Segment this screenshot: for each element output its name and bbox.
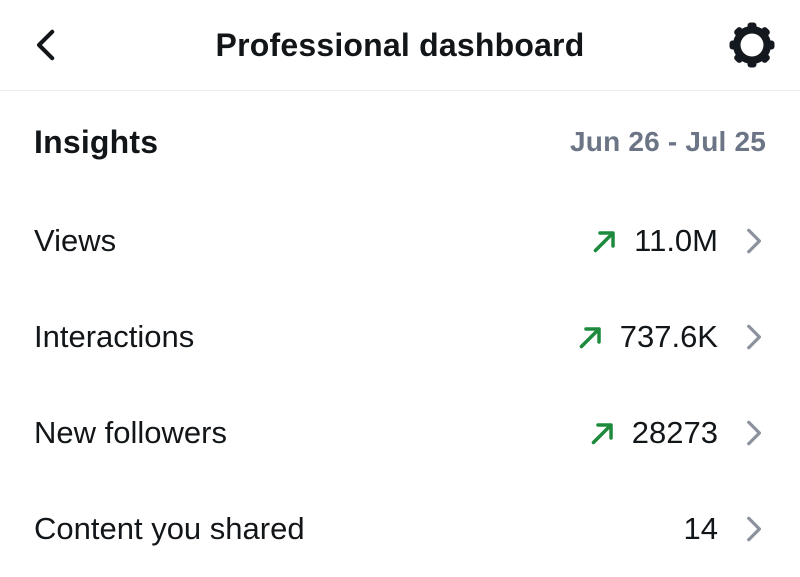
gear-icon: [728, 21, 776, 69]
metric-label: Interactions: [34, 319, 195, 354]
metric-value: 737.6K: [619, 319, 718, 354]
metric-label: Views: [34, 223, 117, 258]
metric-value: 11.0M: [634, 223, 718, 258]
metric-row[interactable]: Interactions 737.6K: [34, 289, 766, 385]
metric-value-group: 11.0M: [589, 223, 766, 259]
page-title: Professional dashboard: [215, 26, 585, 63]
chevron-right-icon: [740, 418, 766, 448]
back-button[interactable]: [22, 19, 74, 71]
metric-value-group: 737.6K: [575, 319, 766, 355]
metric-label: Content you shared: [34, 511, 305, 546]
chevron-right-icon: [740, 514, 766, 544]
top-bar: Professional dashboard: [0, 0, 800, 91]
insights-header: Insights Jun 26 - Jul 25: [34, 91, 766, 193]
date-range-label: Jun 26 - Jul 25: [570, 126, 766, 157]
trend-up-icon: [587, 418, 618, 449]
metric-value: 28273: [631, 415, 718, 450]
metric-value-group: 28273: [587, 415, 766, 451]
insights-title: Insights: [34, 123, 159, 160]
insights-section: Insights Jun 26 - Jul 25 Views 11.0M Int…: [0, 91, 800, 577]
metric-label: New followers: [34, 415, 227, 450]
metric-row[interactable]: New followers 28273: [34, 385, 766, 481]
metric-value-group: 14: [684, 511, 766, 547]
settings-button[interactable]: [726, 19, 778, 71]
trend-up-icon: [589, 226, 620, 257]
metric-value: 14: [683, 511, 718, 546]
metric-row[interactable]: Views 11.0M: [34, 193, 766, 289]
trend-up-icon: [575, 322, 606, 353]
insights-rows: Views 11.0M Interactions: [34, 193, 766, 577]
chevron-right-icon: [740, 226, 766, 256]
metric-row[interactable]: Content you shared 14: [34, 481, 766, 577]
back-chevron-icon: [32, 27, 64, 63]
chevron-right-icon: [740, 322, 766, 352]
